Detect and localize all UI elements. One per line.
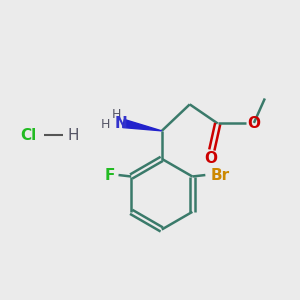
Text: F: F	[105, 167, 115, 182]
Text: Cl: Cl	[20, 128, 37, 143]
Text: H: H	[112, 108, 121, 121]
Text: H: H	[68, 128, 79, 143]
Text: H: H	[100, 118, 110, 131]
Text: Br: Br	[211, 167, 230, 182]
Text: O: O	[204, 151, 217, 166]
Text: N: N	[114, 116, 127, 131]
Text: O: O	[247, 116, 260, 131]
Polygon shape	[123, 119, 162, 131]
